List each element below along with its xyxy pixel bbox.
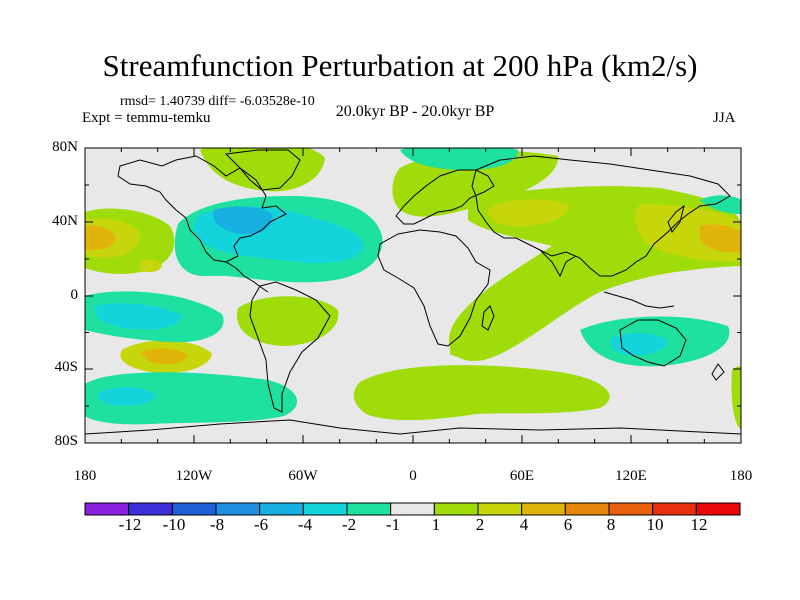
contour-south-atlantic-positive: [236, 296, 339, 346]
coast-australia: [619, 319, 687, 367]
coast-antarctica: [85, 419, 741, 435]
coast-asia: [471, 155, 731, 277]
contour-southern-ocean-positive: [353, 365, 610, 421]
season-label: JJA: [713, 110, 736, 126]
colorbar-swatch: [171, 502, 217, 516]
y-tick-label-80s: 80S: [54, 433, 78, 449]
colorbar-label: 1: [431, 515, 441, 534]
contour-pacific-east-core: [700, 224, 741, 253]
colorbar-swatch: [84, 502, 130, 516]
colorbar-swatch: [302, 502, 348, 516]
axis-ticks: [84, 147, 742, 444]
contour-small-africa-positive: [450, 345, 470, 357]
y-tick-label-0: 0: [70, 287, 79, 303]
map-title: Streamfunction Perturbation at 200 hPa (…: [102, 48, 698, 83]
coast-north-america: [117, 155, 287, 263]
x-tick-label-60e: 60E: [509, 468, 535, 484]
stats-text: rmsd= 1.40739 diff= -6.03528e-10: [120, 94, 315, 109]
colorbar-swatch: [564, 502, 610, 516]
colorbar-label: -1: [385, 515, 401, 534]
y-tick-label-40n: 40N: [52, 213, 78, 229]
colorbar-swatch: [608, 502, 654, 516]
coast-india: [539, 249, 577, 278]
colorbar-swatch: [259, 502, 304, 516]
colorbar-label: 2: [475, 515, 485, 534]
coast-south-america: [249, 281, 331, 413]
colorbar-label: -6: [253, 515, 269, 534]
x-tick-label-180w: 180: [73, 468, 97, 484]
contour-north-america-core: [213, 206, 273, 235]
coast-japan: [667, 204, 685, 233]
coast-central-america: [225, 261, 269, 293]
coast-madagascar: [481, 305, 495, 331]
x-tick-label-120w: 120W: [175, 468, 213, 484]
colorbar: [84, 502, 741, 516]
coast-indonesia: [603, 291, 675, 309]
coast-europe: [395, 169, 495, 225]
x-tick-label-60w: 60W: [288, 468, 318, 484]
colorbar-swatch: [128, 502, 173, 516]
colorbar-label: -4: [297, 515, 313, 534]
coast-greenland: [224, 149, 301, 191]
colorbar-swatch: [521, 502, 566, 516]
contour-south-pacific-negative-core: [98, 387, 156, 406]
colorbar-swatch: [390, 502, 435, 516]
contour-far-south-east-positive: [731, 366, 741, 430]
contour-fill-group: [85, 148, 741, 430]
colorbar-label: -2: [341, 515, 357, 534]
coast-new-zealand: [711, 363, 725, 381]
colorbar-swatch: [477, 502, 523, 516]
colorbar-label: 6: [563, 515, 573, 534]
x-tick-label-0: 0: [409, 468, 417, 484]
colorbar-label: 4: [519, 515, 529, 534]
contour-far-north-pacific-negative: [700, 195, 741, 214]
colorbar-swatch: [695, 502, 741, 516]
y-tick-label-80n: 80N: [52, 139, 78, 155]
coast-africa: [377, 229, 491, 347]
colorbar-swatch: [215, 502, 261, 516]
coastline-group: [85, 149, 741, 435]
experiment-label: Expt = temmu-temku: [82, 110, 211, 126]
colorbar-swatch: [652, 502, 697, 516]
contour-pacific-west-core: [85, 225, 116, 250]
colorbar-swatch: [346, 502, 392, 516]
colorbar-label: 12: [690, 515, 708, 534]
y-tick-label-40s: 40S: [54, 359, 78, 375]
contour-south-pacific-negative: [85, 372, 298, 425]
colorbar-label: -12: [118, 515, 142, 534]
contour-small-pacific-positive: [140, 259, 162, 273]
colorbar-label: 10: [646, 515, 664, 534]
colorbar-label: -10: [162, 515, 186, 534]
colorbar-label: -8: [209, 515, 225, 534]
colorbar-swatch: [433, 502, 479, 516]
contour-east-pacific-core: [94, 303, 182, 330]
period-label: 20.0kyr BP - 20.0kyr BP: [335, 103, 495, 120]
x-tick-label-120e: 120E: [615, 468, 647, 484]
contour-small-east-core: [518, 201, 540, 212]
colorbar-label: 8: [606, 515, 616, 534]
contour-south-pacific-core: [140, 348, 188, 364]
contour-asia-core-positive: [488, 199, 570, 227]
x-tick-label-180e: 180: [729, 468, 753, 484]
